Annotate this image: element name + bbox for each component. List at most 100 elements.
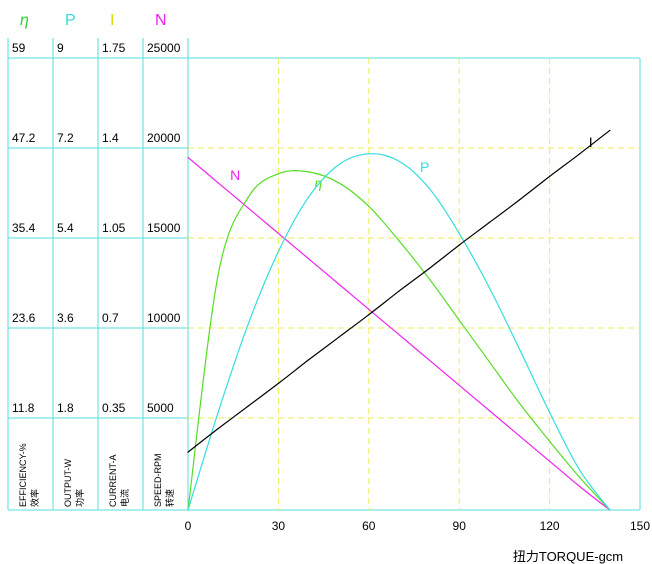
series-point-efficiency — [549, 440, 551, 442]
series-label-p: P — [420, 159, 429, 175]
series-point-n — [338, 283, 340, 285]
column-label-cn-0: 效率 — [29, 489, 40, 507]
series-point-p — [428, 187, 430, 189]
column-label-cn-1: 功率 — [74, 489, 85, 507]
y-tick-label: 3.6 — [57, 311, 74, 325]
series-point-i — [549, 175, 551, 177]
series-label-i: I — [589, 134, 593, 150]
series-point-i — [247, 405, 249, 407]
y-tick-label: 1.8 — [57, 401, 74, 415]
series-point-i — [428, 268, 430, 270]
column-label-cn-3: 转速 — [164, 489, 175, 507]
series-point-n — [518, 435, 521, 437]
column-symbol-3: N — [155, 12, 167, 29]
series-point-efficiency — [518, 402, 521, 404]
series-label-n: N — [230, 167, 240, 183]
series-point-i — [338, 336, 340, 338]
series-point-n — [579, 485, 581, 488]
series-point-n — [187, 156, 189, 158]
y-tick-label: 35.4 — [12, 221, 36, 235]
series-point-p — [398, 160, 400, 162]
series-point-i — [609, 129, 611, 131]
x-axis-label: 扭力TORQUE-gcm — [513, 549, 623, 564]
series-point-n — [488, 410, 490, 412]
series-point-i — [217, 428, 219, 430]
series-point-efficiency — [488, 361, 490, 363]
series-point-n — [549, 460, 551, 462]
y-tick-label: 5000 — [147, 401, 174, 415]
column-label-en-1: OUTPUT-W — [63, 459, 73, 507]
y-tick-label: 1.75 — [102, 41, 126, 55]
y-tick-label: 0.7 — [102, 311, 119, 325]
series-point-n — [307, 258, 310, 260]
series-point-p — [187, 509, 189, 511]
y-tick-label: 25000 — [147, 41, 181, 55]
series-point-p — [458, 232, 460, 234]
series-point-efficiency — [398, 240, 400, 242]
column-label-en-0: EFFICIENCY-% — [18, 443, 28, 507]
series-point-p — [247, 323, 249, 325]
x-axis: 扭力TORQUE-gcm 0 30 60 90 120 150 — [185, 519, 651, 564]
y-tick-label: 0.35 — [102, 401, 126, 415]
y-tick-label: 9 — [57, 41, 64, 55]
series-point-i — [458, 244, 460, 246]
series-point-p — [217, 411, 219, 413]
series-point-p — [579, 469, 581, 471]
y-tick-label: 7.2 — [57, 131, 74, 145]
series-line-p — [187, 153, 611, 511]
series-point-p — [368, 153, 370, 155]
series-point-p — [338, 164, 340, 166]
x-tick-label: 0 — [185, 519, 192, 533]
series-point-efficiency — [579, 476, 581, 479]
series-point-i — [277, 382, 279, 384]
x-tick-label: 90 — [453, 519, 467, 533]
y-tick-label: 5.4 — [57, 221, 74, 235]
series-point-efficiency — [307, 171, 310, 173]
y-tick-label: 15000 — [147, 221, 181, 235]
x-tick-label: 30 — [272, 519, 286, 533]
series-point-p — [307, 196, 310, 198]
y-tick-label: 10000 — [147, 311, 181, 325]
y-tick-label: 47.2 — [12, 131, 36, 145]
series-point-efficiency — [458, 319, 460, 321]
column-symbol-0: η — [20, 12, 29, 29]
chart-frame — [7, 38, 641, 511]
column-label-en-3: SPEED-RPM — [153, 453, 163, 507]
series-point-i — [518, 199, 521, 201]
series-point-n — [428, 359, 430, 361]
series-point-p — [518, 348, 521, 350]
series-point-efficiency — [338, 182, 340, 184]
column-label-cn-2: 电流 — [119, 489, 130, 507]
x-tick-label: 120 — [540, 519, 560, 533]
y-axis-columns: η 59 47.2 35.4 23.6 11.8 EFFICIENCY-% 效率 P9 7.2 5.… — [12, 12, 181, 507]
x-tick-label: 150 — [630, 519, 650, 533]
y-tick-label: 23.6 — [12, 311, 36, 325]
series-point-efficiency — [428, 278, 430, 280]
series-line-n — [187, 156, 611, 511]
series-point-efficiency — [217, 274, 219, 276]
series-point-i — [398, 290, 400, 292]
series-point-p — [549, 411, 551, 413]
column-label-en-2: CURRENT-A — [108, 454, 118, 507]
series-point-i — [368, 314, 370, 316]
series-point-n — [368, 308, 370, 310]
series-point-n — [398, 334, 400, 336]
series-point-i — [488, 221, 490, 224]
chart-grid — [188, 58, 640, 510]
series-line-efficiency — [187, 170, 611, 511]
y-tick-label: 1.05 — [102, 221, 126, 235]
y-tick-label: 59 — [12, 41, 26, 55]
series-point-n — [217, 182, 219, 184]
series-point-i — [307, 359, 310, 361]
series-point-n — [458, 384, 460, 386]
y-tick-label: 11.8 — [12, 401, 35, 415]
column-symbol-1: P — [65, 12, 76, 29]
series-point-n — [277, 232, 279, 234]
series-point-p — [277, 250, 279, 253]
series-point-n — [247, 207, 249, 209]
y-tick-label: 20000 — [147, 131, 181, 145]
series-point-p — [609, 509, 611, 511]
x-tick-label: 60 — [362, 519, 376, 533]
